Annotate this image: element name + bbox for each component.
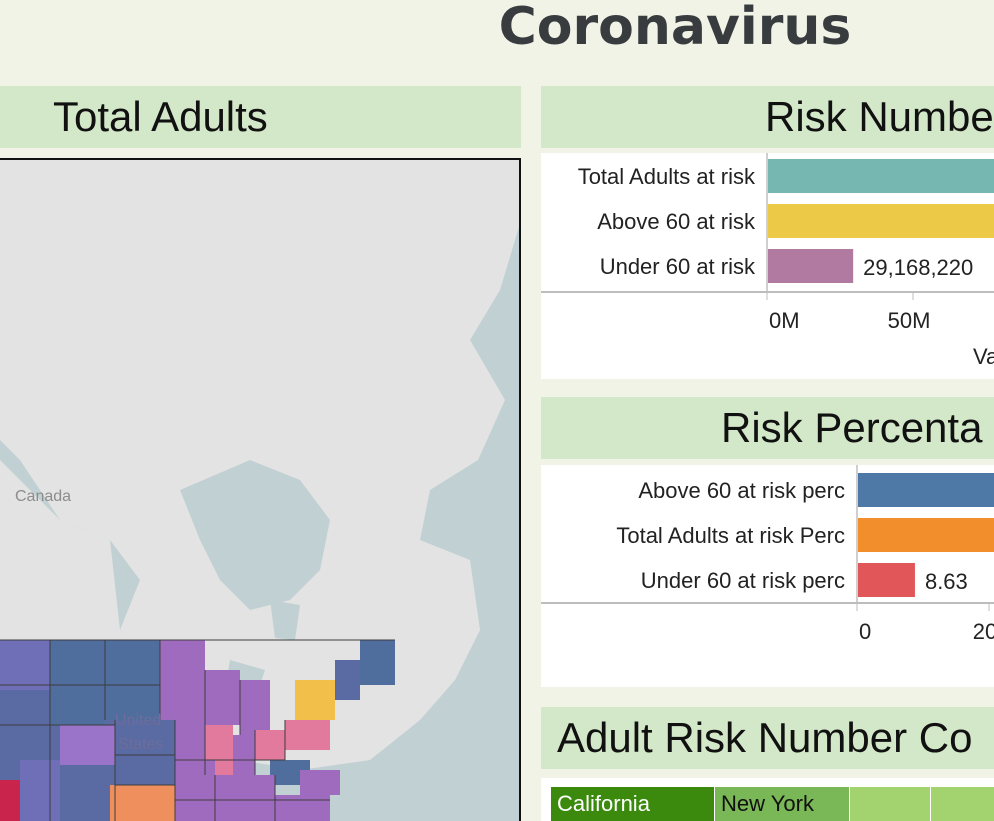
state-borders — [0, 639, 395, 821]
x-axis-label: Va — [973, 344, 994, 369]
risk-percentages-title: Risk Percenta — [541, 397, 994, 459]
choropleth-map[interactable]: Canada United States — [0, 158, 521, 821]
treemap-cell-3[interactable] — [850, 787, 930, 821]
category-label: Above 60 at risk perc — [638, 478, 845, 503]
category-label: Total Adults at risk — [578, 164, 756, 189]
state-maine — [360, 640, 395, 685]
state-arkansas — [175, 800, 215, 821]
treemap-cell-new-york[interactable]: New York — [715, 787, 849, 821]
arctic-island-3 — [220, 310, 360, 410]
arctic-island-2 — [150, 190, 300, 290]
state-north-carolina — [275, 795, 330, 821]
state-kentucky — [215, 775, 275, 800]
category-label: Under 60 at risk — [600, 254, 756, 279]
state-michigan — [240, 680, 270, 735]
state-missouri — [175, 760, 215, 800]
bar — [768, 249, 854, 283]
hudson-bay — [180, 460, 330, 610]
risk-percentages-svg[interactable]: Above 60 at risk perc Total Adults at ris… — [541, 465, 994, 687]
state-minnesota — [160, 640, 205, 720]
risk-numbers-svg[interactable]: Total Adults at risk Above 60 at risk Unde… — [541, 153, 994, 379]
arctic-island-1 — [20, 180, 140, 270]
risk-numbers-chart[interactable]: Total Adults at risk Above 60 at risk Unde… — [541, 153, 994, 379]
state-south-dakota — [105, 680, 160, 720]
map-label-canada: Canada — [15, 488, 72, 505]
dashboard-title: Coronavirus — [498, 0, 852, 57]
treemap-cell-4[interactable] — [931, 787, 994, 821]
state-wyoming — [50, 685, 105, 725]
state-tennessee — [215, 800, 275, 821]
bar — [858, 518, 994, 552]
bar — [768, 204, 994, 238]
tick-label: 20 — [973, 619, 994, 644]
bar — [768, 159, 994, 193]
risk-numbers-title: Risk Numbe — [541, 86, 994, 148]
map-label-us-line1: United — [115, 712, 162, 729]
state-new-york — [295, 680, 335, 720]
treemap-cell-california[interactable]: California — [551, 787, 714, 821]
map-canvas[interactable] — [0, 160, 521, 821]
category-label: Above 60 at risk — [597, 209, 756, 234]
category-label: Under 60 at risk perc — [641, 568, 845, 593]
state-california — [0, 780, 20, 821]
state-ohio — [255, 730, 285, 760]
tick-label: 0 — [859, 619, 871, 644]
map-label-us-line2: States — [118, 736, 164, 753]
state-nebraska — [115, 720, 175, 755]
state-washington — [0, 640, 50, 690]
adult-risk-treemap[interactable]: California New York — [541, 778, 994, 821]
state-kansas — [115, 755, 175, 785]
state-nevada — [20, 760, 60, 821]
risk-percentages-chart[interactable]: Above 60 at risk perc Total Adults at ris… — [541, 465, 994, 687]
bar — [858, 473, 994, 507]
category-label: Total Adults at risk Perc — [616, 523, 845, 548]
treemap-cell-label: California — [557, 791, 650, 816]
state-colorado — [60, 725, 115, 765]
tick-label: 0M — [769, 308, 800, 333]
tick-label: 50M — [888, 308, 931, 333]
state-indiana — [233, 735, 255, 775]
arctic-island-4 — [370, 170, 480, 310]
state-vermont — [335, 660, 360, 700]
state-wisconsin — [205, 670, 240, 725]
adult-risk-table-title: Adult Risk Number Co — [541, 707, 994, 769]
bar — [858, 563, 915, 597]
treemap-cell-label: New York — [721, 791, 814, 816]
state-pennsylvania — [285, 720, 330, 750]
data-label: 29,168,220 — [863, 255, 973, 280]
state-montana — [50, 640, 105, 685]
map-panel-title: Total Adults — [0, 86, 521, 148]
data-label: 8.63 — [925, 569, 968, 594]
state-virginia — [300, 770, 340, 795]
state-north-dakota — [105, 640, 160, 680]
james-bay — [270, 600, 300, 640]
state-oklahoma — [110, 785, 175, 821]
